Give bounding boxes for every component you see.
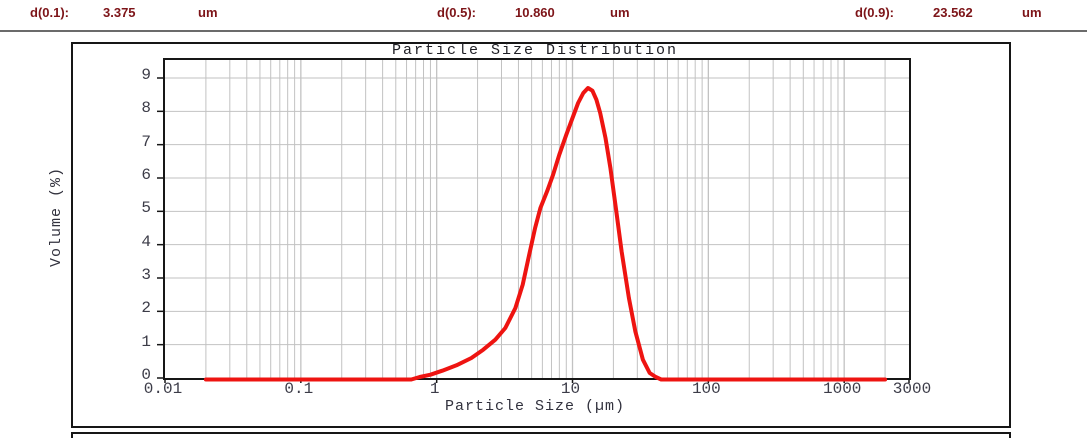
x-tick-label: 100 <box>691 380 721 398</box>
y-tick-label: 8 <box>141 99 151 118</box>
plot-area <box>157 58 911 383</box>
y-tick-label: 9 <box>141 66 151 84</box>
next-section-border <box>71 432 1011 438</box>
d10-unit: um <box>198 5 218 20</box>
y-tick-label: 0 <box>141 366 151 384</box>
d50-label: d(0.5): <box>437 5 476 20</box>
d10-label: d(0.1): <box>30 5 69 20</box>
x-tick-label: 0.1 <box>284 380 314 398</box>
y-tick-label: 4 <box>141 232 151 251</box>
header-separator-line <box>0 30 1087 32</box>
y-tick-label: 2 <box>141 299 151 318</box>
y-tick-label: 7 <box>141 132 151 151</box>
distribution-plot <box>157 60 910 383</box>
x-tick-label: 0.01 <box>143 380 183 398</box>
y-tick-label: 3 <box>141 266 151 284</box>
distribution-curve <box>203 86 888 382</box>
d10-value: 3.375 <box>103 5 136 20</box>
y-tick-label: 1 <box>141 332 151 351</box>
d90-value: 23.562 <box>933 5 973 20</box>
y-tick-label: 5 <box>141 199 151 218</box>
d50-unit: um <box>610 5 630 20</box>
x-axis-label: Particle Size (µm) <box>444 398 626 415</box>
x-tick-label: 1 <box>429 380 440 398</box>
x-tick-label: 10 <box>560 380 581 398</box>
d90-unit: um <box>1022 5 1042 20</box>
chart-title: Particle Size Distribution <box>391 42 679 59</box>
x-tick-label: 3000 <box>892 380 932 398</box>
d90-label: d(0.9): <box>855 5 894 20</box>
d50-value: 10.860 <box>515 5 555 20</box>
y-tick-label: 6 <box>141 166 151 184</box>
x-tick-label: 1000 <box>822 380 862 398</box>
